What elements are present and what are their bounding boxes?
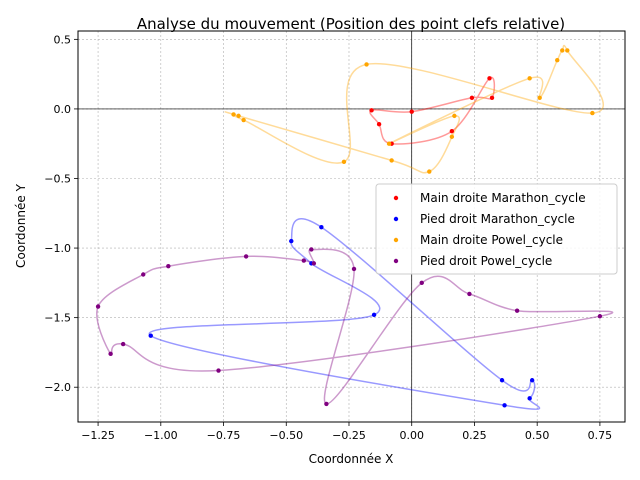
series-point-3 [555,58,560,63]
series-point-2 [148,333,153,338]
series-point-2 [502,403,507,408]
series-point-4 [301,258,307,263]
series-points [95,48,603,408]
y-tick-label: 0.5 [54,33,72,46]
series-point-4 [311,261,317,266]
plot-frame [77,30,626,423]
series-point-3 [560,48,565,53]
series-point-4 [141,272,146,277]
series-point-4 [419,280,424,286]
chart-title: Analyse du mouvement (Position des point… [137,15,565,33]
series-point-3 [452,113,457,119]
series-point-3 [341,159,347,164]
legend-label: Main droite Powel_cycle [420,233,563,247]
legend-box [375,183,618,275]
series-point-4 [95,304,101,309]
y-tick-label: −1.5 [44,312,71,325]
legend-label: Main droite Marathon_cycle [420,191,586,205]
series-point-3 [449,134,455,139]
series-point-3 [231,112,236,117]
series-point-3 [427,169,432,174]
series-point-2 [319,224,324,230]
x-tick-label: 0.75 [588,429,613,442]
series-point-1 [469,95,475,100]
x-tick-label: 0.25 [462,429,487,442]
series-point-3 [590,110,595,116]
series-point-2 [371,312,377,318]
series-point-3 [386,141,392,146]
series-point-3 [364,62,369,67]
y-tick-label: −0.5 [44,172,71,185]
x-tick-label: −0.75 [207,429,241,442]
series-curve-4 [96,248,613,405]
y-tick-label: −2.0 [44,381,71,394]
series-point-4 [514,308,520,313]
x-tick-label: −1.25 [81,429,115,442]
x-tick-label: −0.50 [269,429,303,442]
series-point-1 [376,122,382,127]
series-point-3 [236,113,241,119]
series-point-3 [389,158,394,163]
series-point-2 [499,378,505,383]
series-point-3 [537,95,542,100]
legend: Main droite Marathon_cycle Pied droit Mar… [375,183,618,275]
series-point-1 [487,76,492,81]
grid [78,31,625,422]
series-point-1 [369,108,374,113]
y-tick-label: 0.0 [54,103,72,116]
series-point-4 [597,314,603,319]
series-point-4 [216,368,221,373]
x-tick-label: 0.50 [525,429,550,442]
axis-ticks: −1.25 −1.00 −0.75 −0.50 −0.25 0.00 0.25 0.50 0.7… [44,33,612,442]
series-point-1 [489,95,495,100]
series-point-3 [241,117,246,123]
series-point-4 [351,266,357,272]
y-axis-label: Coordonnée Y [14,183,28,268]
legend-label: Pied droit Powel_cycle [420,254,552,268]
series-point-2 [527,396,532,401]
x-tick-label: 0.00 [399,429,424,442]
legend-label: Pied droit Marathon_cycle [420,212,575,226]
series-point-1 [409,109,414,114]
series-point-4 [309,247,314,252]
legend-marker [393,237,399,243]
series-point-3 [565,48,570,53]
series-point-4 [120,341,126,347]
series-point-4 [324,401,329,407]
legend-marker [393,258,399,264]
series-point-2 [289,238,294,244]
legend-marker [393,195,399,201]
series-point-2 [529,378,535,383]
series-point-4 [243,254,249,259]
y-tick-label: −1.0 [44,242,71,255]
series-point-4 [108,351,113,357]
legend-marker [393,216,399,222]
series-point-4 [467,291,472,297]
series-point-1 [449,128,455,134]
x-tick-label: −0.25 [332,429,366,442]
x-tick-label: −1.00 [144,429,178,442]
x-axis-label: Coordonnée X [309,452,394,466]
series-point-3 [527,76,532,81]
series-point-4 [166,263,171,269]
